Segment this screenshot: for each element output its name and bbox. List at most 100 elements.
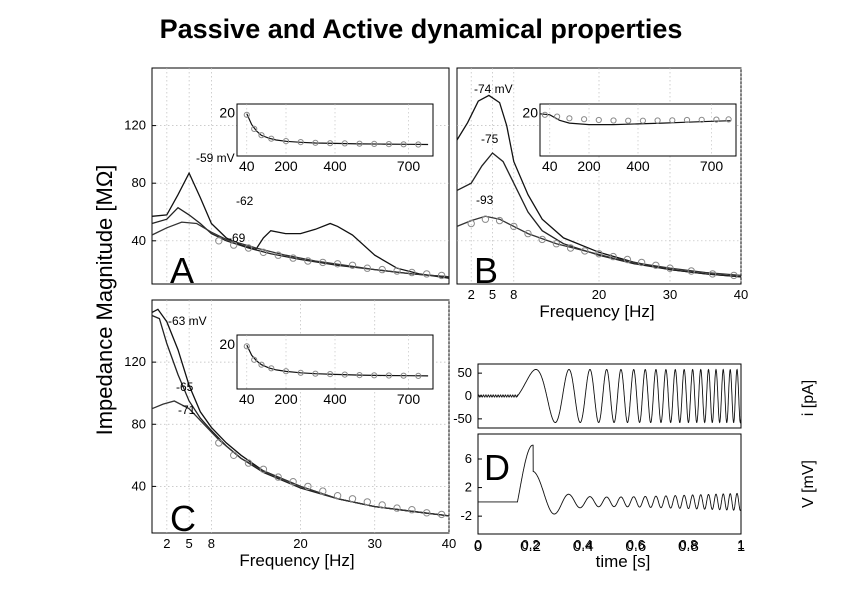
series-marker [510,222,518,231]
series-marker [423,509,431,517]
inset-series-marker [327,140,334,147]
series-marker [333,260,342,268]
series-marker [623,255,632,264]
inset-series-marker [251,125,258,132]
curve-annotation: -59 mV [196,151,235,165]
inset-series-marker [625,117,632,124]
inset-series-marker [385,372,392,379]
x-tick-label: 5 [186,536,193,551]
x-tick-label: 0.4 [574,537,592,552]
y-tick-label: -2 [460,508,472,523]
inset-x-tick-label: 40 [239,391,255,407]
x-tick-label: 0.6 [625,538,646,555]
y-tick-label: 80 [132,175,146,190]
series-marker [666,264,674,272]
inset-series-marker [297,139,304,146]
x-tick-label: 0.6 [627,537,645,552]
y-tick-label: 120 [124,118,146,133]
inset-series-marker [639,117,647,124]
series-marker [495,216,504,225]
series-marker [637,258,646,267]
x-tick-label: 30 [368,536,382,551]
series-marker [393,267,401,275]
x-axis-label: Frequency [Hz] [239,551,354,570]
series-marker [552,240,561,248]
inset-series-marker [282,138,290,145]
inset-series-marker [312,139,319,146]
curve-annotation: -62 [236,194,254,208]
x-tick-label: 5 [489,287,496,302]
series-marker [289,478,297,486]
inset-panel: 40 200 400 700 20 [522,103,737,174]
series-marker [408,268,416,277]
x-tick-label: 30 [663,287,677,302]
signal-trace [477,368,742,424]
x-tick-label: 0.2 [520,538,541,555]
series-marker [215,439,223,447]
series-marker [230,451,238,459]
y-tick-label: -50 [453,411,472,426]
y-tick-label: 6 [465,451,472,466]
y-axis-label: Impedance Magnitude [MΩ] [92,165,117,436]
x-tick-label: 0 [474,538,482,555]
inset-series-line [246,113,429,146]
series-marker [609,252,617,261]
x-tick-label: 0 [474,537,481,552]
inset-x-tick-label: 200 [274,158,298,174]
series-marker [304,257,312,265]
panel-letter: B [474,250,498,291]
x-tick-label: 0.8 [679,537,697,552]
series-line [151,206,450,278]
series-marker [348,261,357,269]
panel-a: 40 80 120 -59 mV -62 -69 40 200 400 700 20 A [124,67,450,291]
inset-series-marker [297,369,304,376]
inset-series-marker [698,116,705,123]
x-tick-label: 2 [468,287,475,302]
inset-series-marker [581,116,588,123]
panel-letter: C [170,498,196,539]
inset-series-marker [415,141,422,148]
series-line [456,152,742,278]
inset-series-marker [371,372,378,379]
series-marker [378,265,386,274]
inset-series-marker [312,370,319,377]
curve-annotation: -71 [178,403,196,417]
inset-x-tick-label: 200 [577,158,601,174]
series-marker [230,241,238,249]
y-tick-label: 120 [124,354,146,369]
series-marker [319,487,327,495]
series-marker [581,247,589,255]
x-tick-label: 2 [163,536,170,551]
curve-annotation: -75 [481,132,499,146]
inset-x-tick-label: 700 [700,158,724,174]
inset-series-marker [595,116,602,124]
series-marker [708,270,717,278]
curve-annotation: -93 [476,193,494,207]
curve-annotation: -65 [176,380,194,394]
series-marker [274,473,282,481]
series-line [151,400,450,517]
y-tick-label: 0 [465,388,472,403]
series-marker [363,264,371,272]
panel-b: 2 5 8 20 30 40 Frequency [Hz] -74 mV -75 -93 40 200… [456,67,748,321]
series-marker [730,271,738,280]
y-axis-label: i [pA] [800,380,817,416]
series-marker [215,237,223,245]
inset-series-marker [243,111,250,118]
inset-y-tick-label: 20 [219,336,235,352]
inset-series-marker [554,113,561,120]
inset-series-marker [341,371,348,378]
series-marker [524,229,532,238]
series-marker [333,492,342,500]
inset-series-marker [610,117,617,124]
x-axis-label: Frequency [Hz] [539,302,654,321]
inset-series-marker [541,111,549,118]
x-tick-label: 40 [442,536,456,551]
inset-series-marker [683,116,691,124]
panel-letter: A [170,250,194,291]
curve-annotation: -69 [228,231,246,245]
series-marker [244,459,253,467]
